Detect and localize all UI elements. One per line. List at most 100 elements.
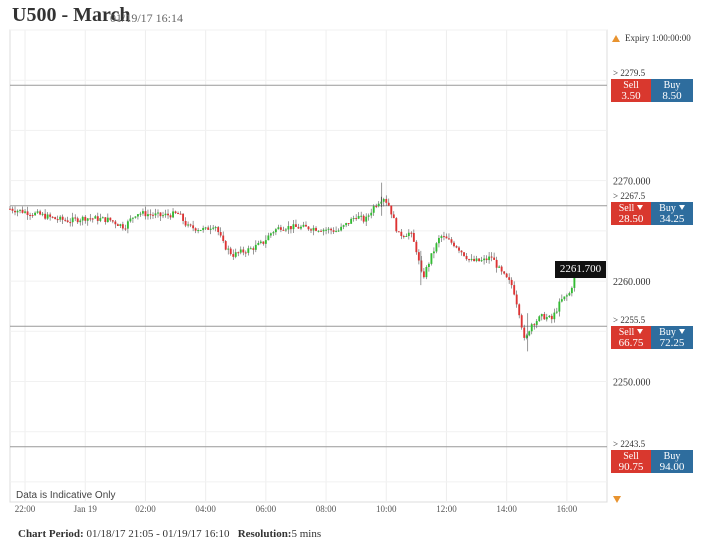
triangle-down-icon[interactable] <box>613 496 621 503</box>
candle-body <box>475 258 478 261</box>
candle-body <box>400 231 403 237</box>
candle-body <box>548 315 551 318</box>
candle-body <box>9 208 11 210</box>
candle-body <box>139 213 142 215</box>
candle-body <box>357 215 360 219</box>
candle-body <box>307 226 310 230</box>
candle-body <box>177 213 180 215</box>
candle-body <box>453 242 455 247</box>
y-tick-label: 2250.000 <box>613 377 651 388</box>
candle-body <box>558 301 561 312</box>
candle-body <box>458 247 460 251</box>
candle-body <box>402 236 405 238</box>
candle-body <box>503 271 506 274</box>
candle-body <box>94 216 97 219</box>
x-tick-label: Jan 19 <box>74 504 98 514</box>
buy-price: 72.25 <box>659 337 685 349</box>
candle-body <box>540 314 543 317</box>
candle-body <box>322 229 325 232</box>
candle-body <box>463 252 465 256</box>
chart-footer: Chart Period: 01/18/17 21:05 - 01/19/17 … <box>18 528 321 540</box>
y-tick-label: 2260.000 <box>613 277 651 288</box>
candle-body <box>360 215 363 217</box>
candle-body <box>315 227 317 231</box>
candle-body <box>435 243 438 252</box>
candle-body <box>174 211 177 214</box>
candle-body <box>126 221 129 229</box>
candle-body <box>16 210 19 213</box>
candle-body <box>485 258 488 261</box>
candle-body <box>81 216 84 221</box>
candle-body <box>565 295 568 297</box>
candle-body <box>154 213 157 216</box>
candle-body <box>498 266 501 268</box>
quote-box-2267: Sell 28.50 Buy 34.25 <box>611 202 693 225</box>
candle-body <box>104 217 107 222</box>
candle-body <box>89 218 92 220</box>
candle-body <box>470 258 473 260</box>
candle-body <box>362 215 365 222</box>
candle-body <box>147 214 149 217</box>
buy-button[interactable]: Buy 94.00 <box>651 450 693 473</box>
buy-button[interactable]: Buy 8.50 <box>651 79 693 102</box>
triangle-down-icon <box>637 205 644 210</box>
buy-label: Buy <box>651 327 693 338</box>
candle-body <box>525 335 528 338</box>
sell-label: Sell <box>623 451 639 462</box>
candle-body <box>131 217 134 219</box>
candle-body <box>66 220 69 223</box>
candle-body <box>325 229 327 231</box>
x-tick-label: 10:00 <box>376 504 397 514</box>
candle-body <box>227 248 230 250</box>
triangle-up-icon <box>612 35 620 42</box>
buy-button[interactable]: Buy 34.25 <box>651 202 693 225</box>
candle-body <box>234 252 237 257</box>
candle-body <box>493 257 496 260</box>
candle-body <box>284 229 287 231</box>
candle-body <box>370 212 373 216</box>
candle-body <box>377 203 380 207</box>
candle-body <box>224 241 227 250</box>
candle-body <box>302 224 305 227</box>
candle-body <box>480 260 483 262</box>
candle-body <box>488 256 491 261</box>
y-tick-label: 2270.000 <box>613 177 651 188</box>
candle-body <box>106 217 109 222</box>
triangle-down-icon <box>678 205 685 210</box>
candle-body <box>490 256 493 258</box>
candles <box>9 182 576 352</box>
candle-body <box>292 224 295 230</box>
candle-body <box>232 254 235 257</box>
candle-body <box>335 230 338 232</box>
buy-label: Buy <box>663 451 681 462</box>
candle-body <box>410 232 413 234</box>
candle-body <box>46 214 49 219</box>
candle-body <box>209 228 212 230</box>
sell-button[interactable]: Sell 66.75 <box>611 326 651 349</box>
price-level-lines <box>10 84 607 448</box>
expiry-label[interactable]: Expiry 1:00:00:00 <box>612 33 691 43</box>
sell-button[interactable]: Sell 90.75 <box>611 450 651 473</box>
candle-body <box>167 213 169 216</box>
candle-body <box>24 211 26 213</box>
candle-body <box>252 248 255 250</box>
buy-button[interactable]: Buy 72.25 <box>651 326 693 349</box>
plot-area <box>9 29 608 503</box>
x-tick-label: 22:00 <box>15 504 36 514</box>
candle-body <box>465 255 468 260</box>
candle-body <box>64 219 67 221</box>
candle-body <box>317 230 320 232</box>
candle-body <box>397 231 400 233</box>
candle-body <box>460 250 463 253</box>
candle-body <box>515 294 518 305</box>
resolution-value: 5 mins <box>291 528 322 540</box>
candle-body <box>212 227 215 229</box>
candle-body <box>54 217 57 220</box>
expiry-text: Expiry 1:00:00:00 <box>625 33 691 43</box>
candle-body <box>149 214 152 216</box>
sell-button[interactable]: Sell 28.50 <box>611 202 651 225</box>
x-tick-label: 14:00 <box>496 504 517 514</box>
candle-body <box>282 229 285 231</box>
candle-body <box>533 324 536 326</box>
sell-button[interactable]: Sell 3.50 <box>611 79 651 102</box>
